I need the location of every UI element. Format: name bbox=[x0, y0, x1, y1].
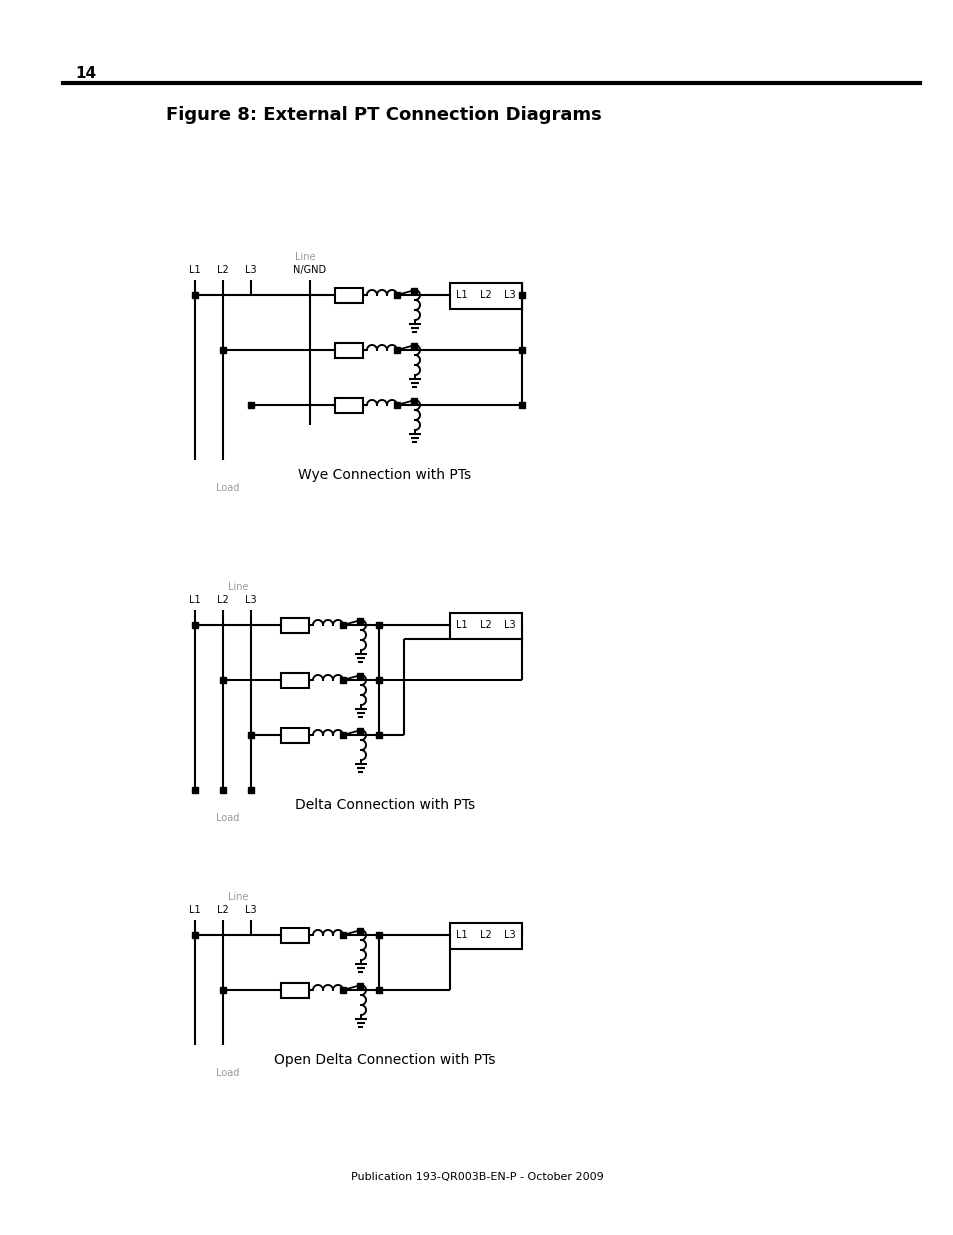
Text: Line: Line bbox=[228, 892, 248, 902]
Text: Load: Load bbox=[216, 483, 239, 493]
Text: Load: Load bbox=[216, 1068, 239, 1078]
Text: Delta Connection with PTs: Delta Connection with PTs bbox=[294, 798, 475, 811]
Text: L2: L2 bbox=[479, 290, 492, 300]
Bar bbox=[281, 983, 309, 998]
Bar bbox=[281, 673, 309, 688]
Bar bbox=[281, 727, 309, 742]
Text: Figure 8: External PT Connection Diagrams: Figure 8: External PT Connection Diagram… bbox=[166, 106, 601, 124]
Text: L3: L3 bbox=[245, 905, 256, 915]
Text: L1: L1 bbox=[189, 266, 200, 275]
Text: Publication 193-QR003B-EN-P - October 2009: Publication 193-QR003B-EN-P - October 20… bbox=[351, 1172, 602, 1182]
Text: L3: L3 bbox=[503, 290, 516, 300]
Text: L1: L1 bbox=[456, 930, 467, 941]
Bar bbox=[281, 618, 309, 632]
Bar bbox=[281, 927, 309, 942]
Bar bbox=[450, 923, 521, 948]
Text: Line: Line bbox=[228, 582, 248, 592]
Text: Line: Line bbox=[294, 252, 314, 262]
Text: Wye Connection with PTs: Wye Connection with PTs bbox=[298, 468, 471, 482]
Bar bbox=[335, 288, 363, 303]
Bar bbox=[335, 342, 363, 357]
Text: L1: L1 bbox=[456, 290, 467, 300]
Text: 14: 14 bbox=[75, 65, 96, 80]
Bar bbox=[450, 613, 521, 638]
Text: L2: L2 bbox=[217, 266, 229, 275]
Text: Open Delta Connection with PTs: Open Delta Connection with PTs bbox=[274, 1053, 496, 1067]
Text: L3: L3 bbox=[245, 266, 256, 275]
Text: L1: L1 bbox=[456, 620, 467, 631]
Text: L2: L2 bbox=[217, 595, 229, 605]
Text: L3: L3 bbox=[503, 930, 516, 941]
Text: L2: L2 bbox=[217, 905, 229, 915]
Bar bbox=[450, 283, 521, 309]
Text: L1: L1 bbox=[189, 595, 200, 605]
Text: L3: L3 bbox=[245, 595, 256, 605]
Text: L3: L3 bbox=[503, 620, 516, 631]
Text: Load: Load bbox=[216, 813, 239, 823]
Text: N/GND: N/GND bbox=[294, 266, 326, 275]
Text: L1: L1 bbox=[189, 905, 200, 915]
Bar bbox=[335, 398, 363, 412]
Text: L2: L2 bbox=[479, 930, 492, 941]
Text: L2: L2 bbox=[479, 620, 492, 631]
